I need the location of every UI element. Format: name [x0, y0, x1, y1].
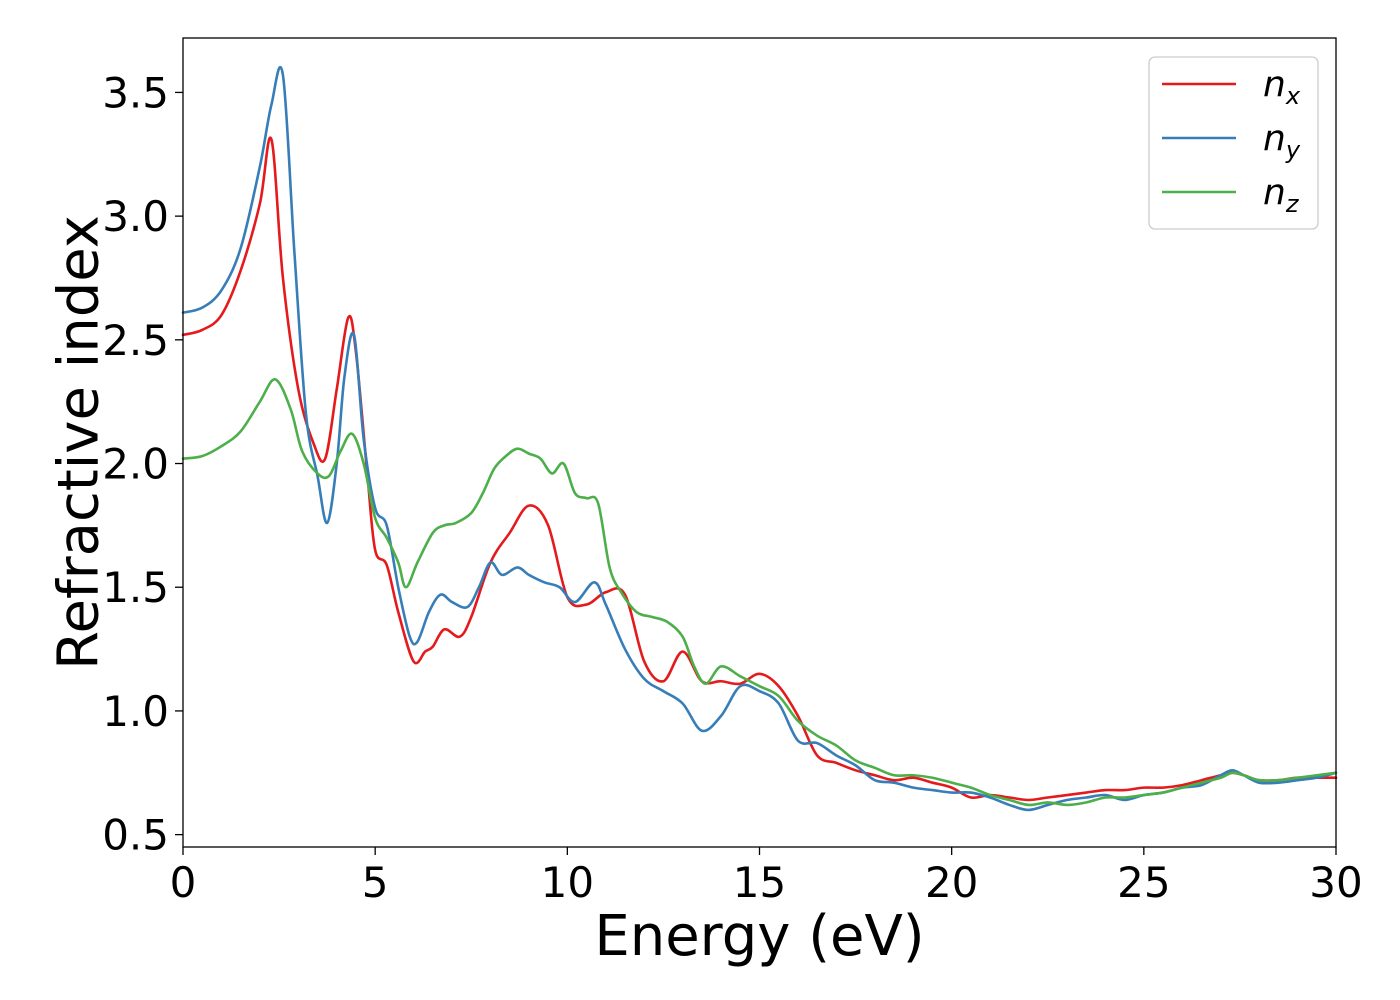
series-line-n-x — [181, 136, 1338, 802]
y-tick-label: 2.5 — [102, 316, 169, 365]
y-tick-label: 2.0 — [102, 440, 169, 489]
x-tick-label: 0 — [170, 858, 197, 907]
y-tick-label: 0.5 — [102, 811, 169, 860]
x-axis-ticks: 0 5 10 15 20 25 30 — [170, 847, 1363, 907]
series-lines — [181, 65, 1338, 812]
y-axis-ticks: 0.5 1.0 1.5 2.0 2.5 3.0 3.5 — [102, 68, 183, 860]
series-line-n-z — [181, 378, 1338, 807]
x-tick-label: 15 — [733, 858, 786, 907]
y-tick-label: 3.5 — [102, 68, 169, 117]
x-tick-label: 10 — [541, 858, 594, 907]
y-tick-label: 3.0 — [102, 192, 169, 241]
series-line-n-y — [181, 65, 1338, 812]
legend-label-n-z: nz — [1263, 172, 1300, 218]
y-tick-label: 1.5 — [102, 563, 169, 612]
x-axis-title: Energy (eV) — [594, 904, 924, 969]
legend: nx ny nz — [1148, 56, 1319, 230]
x-tick-label: 20 — [925, 858, 978, 907]
legend-label-n-x: nx — [1263, 64, 1301, 110]
x-tick-label: 30 — [1309, 858, 1362, 907]
x-tick-label: 5 — [362, 858, 389, 907]
y-tick-label: 1.0 — [102, 687, 169, 736]
legend-box — [1148, 56, 1319, 230]
x-tick-label: 25 — [1117, 858, 1170, 907]
legend-label-n-y: ny — [1263, 118, 1301, 164]
y-axis-title: Refractive index — [47, 215, 112, 670]
